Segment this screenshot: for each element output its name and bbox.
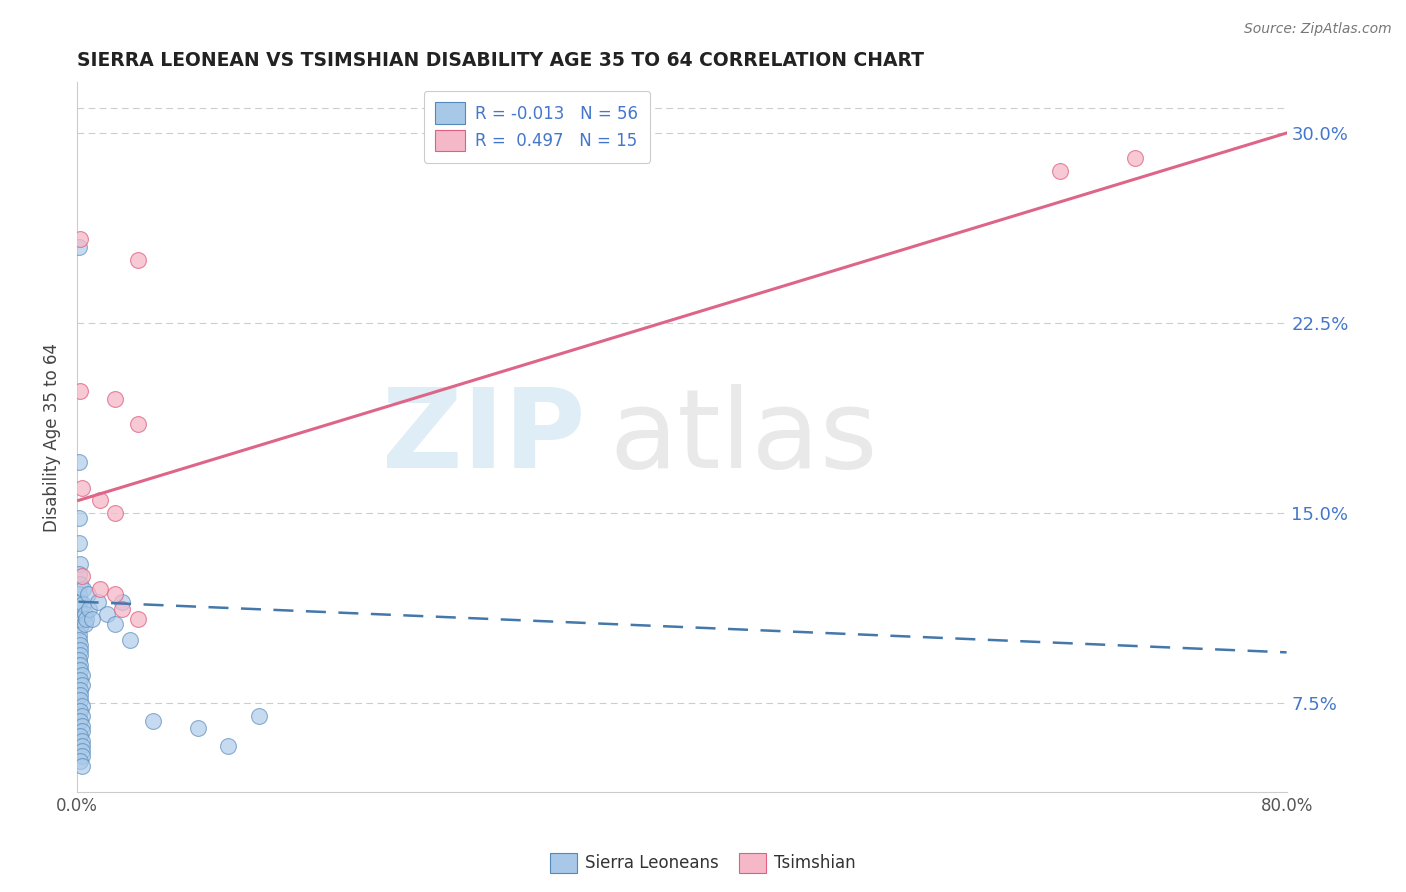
Point <box>70 734 93 748</box>
Point <box>70 668 93 682</box>
Point <box>70 698 93 713</box>
Point <box>111 602 134 616</box>
Point <box>70 678 93 692</box>
Point <box>104 587 127 601</box>
Point <box>69 704 91 718</box>
Point <box>1125 152 1147 166</box>
Text: SIERRA LEONEAN VS TSIMSHIAN DISABILITY AGE 35 TO 64 CORRELATION CHART: SIERRA LEONEAN VS TSIMSHIAN DISABILITY A… <box>77 51 924 70</box>
Point <box>70 739 93 753</box>
Point <box>187 722 209 736</box>
Point <box>127 252 149 267</box>
Point <box>67 587 90 601</box>
Point <box>73 617 96 632</box>
Point <box>127 417 149 432</box>
Point <box>69 693 91 707</box>
Point <box>104 617 127 632</box>
Point <box>104 506 127 520</box>
Point <box>70 569 93 583</box>
Point <box>73 607 96 622</box>
Point <box>70 719 93 733</box>
Point <box>77 602 100 616</box>
Point <box>127 612 149 626</box>
Point <box>72 597 94 611</box>
Point <box>69 683 91 698</box>
Point <box>67 653 90 667</box>
Legend: R = -0.013   N = 56, R =  0.497   N = 15: R = -0.013 N = 56, R = 0.497 N = 15 <box>423 91 650 162</box>
Point <box>69 673 91 688</box>
Point <box>69 648 91 662</box>
Point <box>118 632 141 647</box>
Point <box>67 511 90 525</box>
Point <box>69 658 91 673</box>
Point <box>70 708 93 723</box>
Point <box>75 612 97 626</box>
Point <box>69 232 91 246</box>
Point <box>111 595 134 609</box>
Point <box>70 749 93 764</box>
Point <box>89 493 111 508</box>
Point <box>87 595 110 609</box>
Point <box>69 729 91 743</box>
Point <box>217 739 239 753</box>
Point <box>69 754 91 768</box>
Point <box>69 557 91 571</box>
Point <box>67 602 90 616</box>
Point <box>96 607 118 622</box>
Point <box>69 689 91 703</box>
Point <box>67 536 90 550</box>
Text: Source: ZipAtlas.com: Source: ZipAtlas.com <box>1244 22 1392 37</box>
Point <box>70 481 93 495</box>
Point <box>69 638 91 652</box>
Point <box>82 612 104 626</box>
Point <box>104 392 127 406</box>
Point <box>69 612 91 626</box>
Point <box>67 566 90 581</box>
Point <box>67 632 90 647</box>
Point <box>89 582 111 596</box>
Point <box>76 587 98 601</box>
Point <box>67 240 90 254</box>
Point <box>69 714 91 728</box>
Point <box>142 714 165 728</box>
Point <box>70 759 93 773</box>
Point <box>1049 164 1071 178</box>
Point <box>69 577 91 591</box>
Y-axis label: Disability Age 35 to 64: Disability Age 35 to 64 <box>44 343 60 532</box>
Point <box>69 620 91 634</box>
Text: atlas: atlas <box>609 384 877 491</box>
Point <box>72 582 94 596</box>
Text: ZIP: ZIP <box>381 384 585 491</box>
Point <box>70 744 93 758</box>
Point <box>70 723 93 738</box>
Point <box>69 384 91 399</box>
Point <box>69 643 91 657</box>
Point <box>69 595 91 609</box>
Point <box>67 455 90 469</box>
Point <box>69 663 91 677</box>
Point <box>67 627 90 641</box>
Legend: Sierra Leoneans, Tsimshian: Sierra Leoneans, Tsimshian <box>544 847 862 880</box>
Point <box>247 708 270 723</box>
